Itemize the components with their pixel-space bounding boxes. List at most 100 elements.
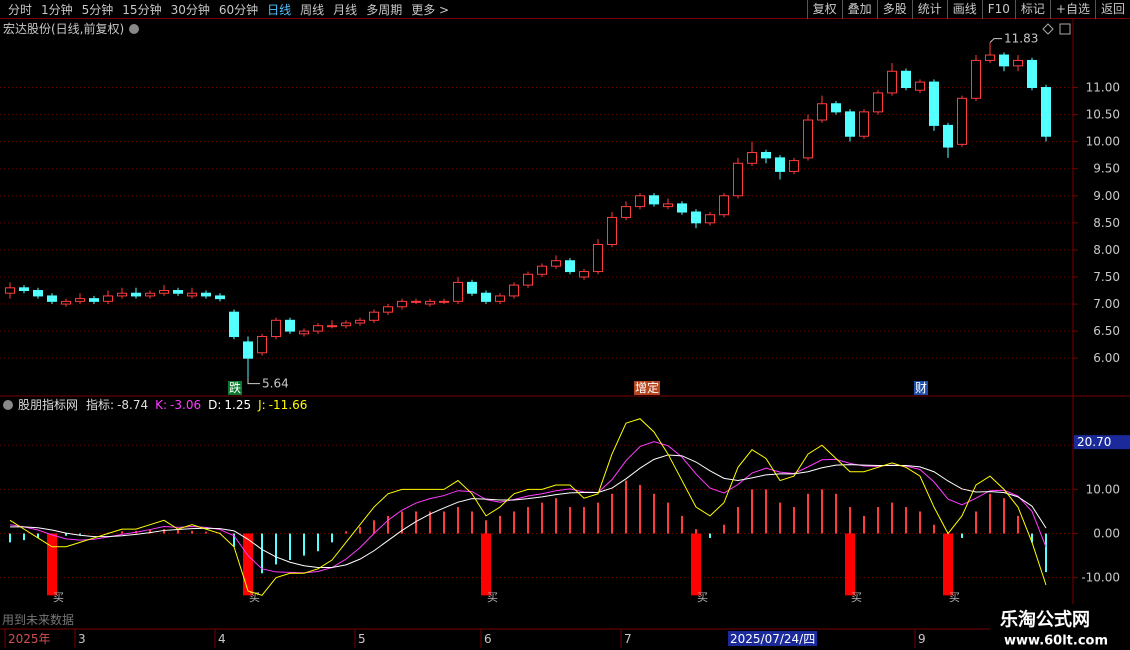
tool-button[interactable]: 叠加 bbox=[841, 0, 877, 19]
candle-body bbox=[845, 111, 855, 137]
period-tab[interactable]: 60分钟 bbox=[218, 2, 259, 17]
y-tick-label: 10.50 bbox=[1086, 108, 1120, 122]
watermark-url: www.60lt.com bbox=[1004, 634, 1108, 649]
candle-body bbox=[299, 330, 309, 335]
candle-body bbox=[985, 54, 995, 61]
candle-body bbox=[481, 292, 491, 302]
tool-button[interactable]: +自选 bbox=[1049, 0, 1095, 19]
buy-signal bbox=[47, 533, 57, 596]
candle-body bbox=[271, 319, 281, 338]
tool-button[interactable]: 多股 bbox=[876, 0, 912, 19]
event-badge bbox=[634, 381, 661, 395]
legend-name: D: bbox=[208, 398, 221, 412]
annotation-arrow bbox=[989, 38, 1002, 43]
candle-body bbox=[439, 300, 449, 303]
period-tab[interactable]: 15分钟 bbox=[122, 2, 162, 17]
menu-icon[interactable] bbox=[129, 24, 139, 34]
candle-body bbox=[1013, 59, 1023, 67]
candle-body bbox=[761, 151, 771, 159]
annotation-arrow bbox=[247, 377, 260, 385]
legend-value: 1.25 bbox=[224, 398, 251, 412]
tool-button[interactable]: 标记 bbox=[1014, 0, 1050, 19]
cursor-date-bg bbox=[728, 631, 818, 646]
tool-button[interactable]: 统计 bbox=[911, 0, 947, 19]
candle-body bbox=[159, 290, 169, 294]
x-tick-label: 2025年 bbox=[8, 632, 51, 646]
candle-body bbox=[915, 81, 925, 91]
y-tick-label: 8.00 bbox=[1093, 243, 1120, 257]
toolbar: 分时 1分钟 5分钟 15分钟 30分钟 60分钟 日线 周线 月线 多周期 更多 > 复权 叠加 多股… bbox=[0, 0, 1130, 19]
candle-body bbox=[257, 336, 267, 354]
candle-body bbox=[901, 70, 911, 89]
period-tab[interactable]: 更多 > bbox=[411, 2, 450, 17]
period-tab[interactable]: 1分钟 bbox=[41, 2, 73, 17]
legend-name: K: bbox=[155, 398, 167, 412]
tool-buttons: 复权 叠加 多股 统计 画线 F10 标记 +自选 返回 bbox=[806, 0, 1130, 19]
candle-body bbox=[971, 59, 981, 99]
candle-body bbox=[551, 260, 561, 267]
y-tick-label: 7.50 bbox=[1093, 270, 1120, 284]
candle-body bbox=[131, 292, 141, 297]
cursor-value-bg bbox=[1074, 435, 1130, 450]
tool-button[interactable]: 复权 bbox=[806, 0, 842, 19]
indicator-line bbox=[9, 441, 1047, 574]
period-tab[interactable]: 5分钟 bbox=[81, 2, 114, 17]
buy-signal bbox=[845, 533, 855, 596]
high-label: 11.83 bbox=[1004, 32, 1038, 46]
y-tick-label: 8.50 bbox=[1093, 216, 1120, 230]
y-tick-label: 0.00 bbox=[1093, 527, 1120, 541]
tool-button[interactable]: F10 bbox=[981, 0, 1015, 19]
y-tick-label: 7.00 bbox=[1093, 297, 1120, 311]
candle-body bbox=[649, 195, 659, 205]
candle-body bbox=[523, 273, 533, 286]
indicator-line bbox=[9, 418, 1047, 596]
event-label: 财 bbox=[915, 381, 927, 395]
candle-body bbox=[369, 311, 379, 321]
candle-body bbox=[215, 295, 225, 300]
event-label: 跌 bbox=[229, 380, 241, 395]
low-label: 5.64 bbox=[262, 377, 289, 391]
footer-note: 用到未来数据 bbox=[2, 612, 74, 627]
candle-body bbox=[1027, 59, 1037, 89]
candle-body bbox=[509, 284, 519, 297]
candle-body bbox=[775, 157, 785, 172]
buy-signal bbox=[691, 533, 701, 596]
buy-signal bbox=[481, 533, 491, 596]
candle-body bbox=[957, 97, 967, 145]
period-tab[interactable]: 周线 bbox=[300, 2, 325, 17]
y-tick-label: 10.00 bbox=[1086, 482, 1120, 496]
period-tab[interactable]: 多周期 bbox=[366, 2, 403, 17]
candle-body bbox=[285, 319, 295, 332]
period-tab[interactable]: 分时 bbox=[8, 2, 33, 17]
buy-signal-label: 买 bbox=[949, 591, 960, 604]
candle-body bbox=[495, 295, 505, 302]
tool-button[interactable]: 返回 bbox=[1094, 0, 1130, 19]
period-tabs: 分时 1分钟 5分钟 15分钟 30分钟 60分钟 日线 周线 月线 多周期 更多 > bbox=[0, 1, 449, 18]
period-tab[interactable]: 月线 bbox=[333, 2, 358, 17]
candle-body bbox=[873, 92, 883, 113]
period-tab[interactable]: 30分钟 bbox=[170, 2, 210, 17]
menu-icon[interactable] bbox=[3, 400, 13, 410]
candle-body bbox=[411, 300, 421, 303]
legend-value: -11.66 bbox=[269, 398, 308, 412]
x-tick-label: 4 bbox=[218, 632, 226, 646]
diamond-icon[interactable] bbox=[1042, 23, 1054, 35]
candle-body bbox=[943, 124, 953, 148]
panel-icon[interactable] bbox=[1059, 23, 1071, 35]
tool-button[interactable]: 画线 bbox=[946, 0, 982, 19]
candle-body bbox=[117, 292, 127, 297]
period-tab[interactable]: 日线 bbox=[267, 2, 292, 17]
candle-body bbox=[89, 298, 99, 302]
event-label: 增定 bbox=[635, 380, 659, 395]
candle-body bbox=[719, 195, 729, 216]
y-tick-label: 11.00 bbox=[1086, 81, 1120, 95]
candle-body bbox=[663, 203, 673, 208]
candle-body bbox=[453, 281, 463, 302]
x-tick-label: 9 bbox=[918, 632, 926, 646]
candle-body bbox=[5, 287, 15, 294]
legend-name: J: bbox=[257, 398, 266, 412]
candle-body bbox=[355, 319, 365, 324]
x-tick-label: 6 bbox=[484, 632, 492, 646]
candle-body bbox=[397, 300, 407, 308]
